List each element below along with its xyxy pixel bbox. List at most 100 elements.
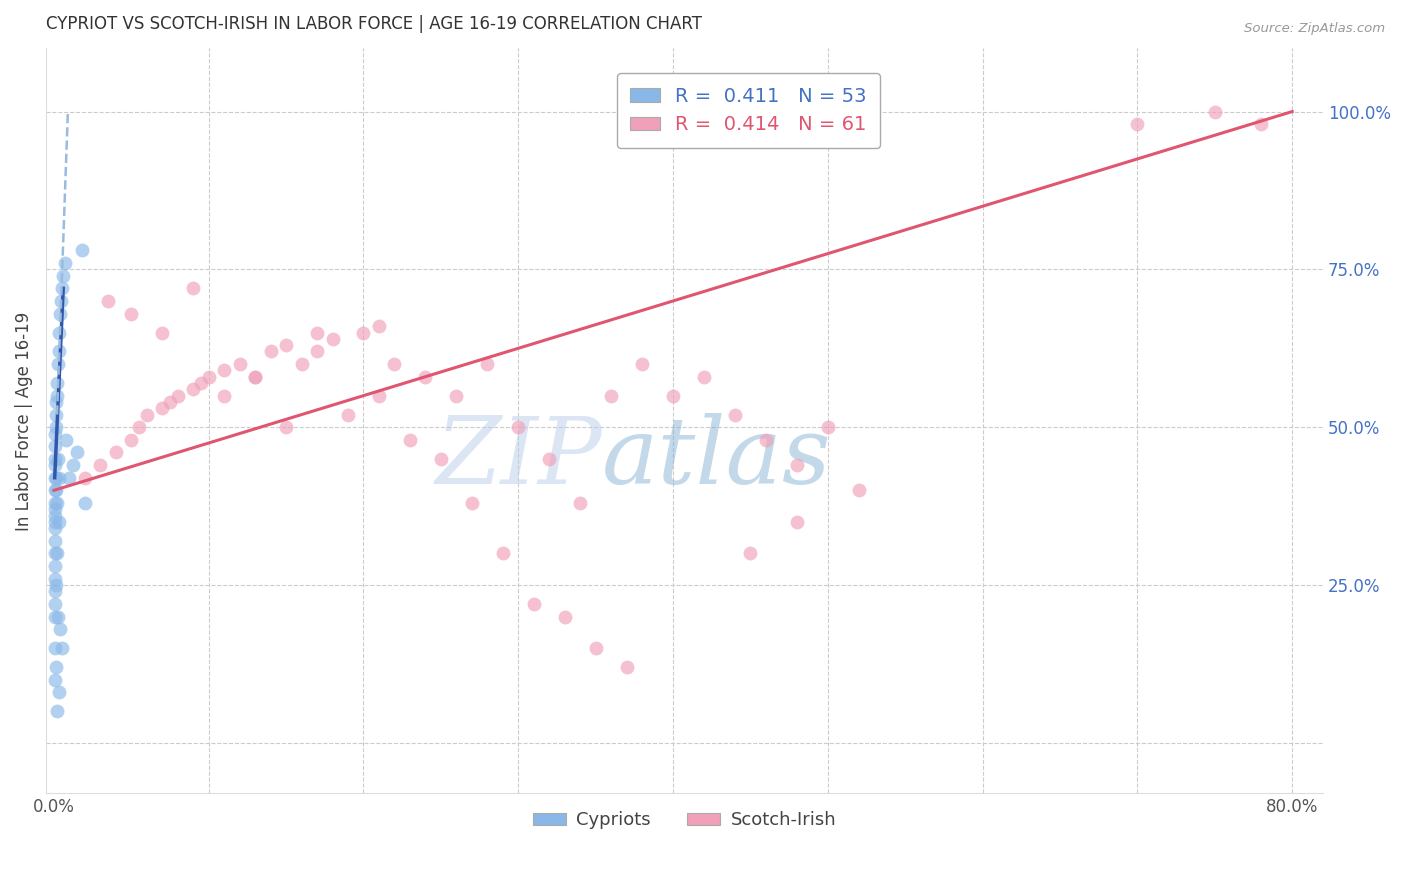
Point [446,389,468,403]
Point [181,382,204,396]
Point [46,451,69,466]
Point [508,420,530,434]
Point [724,408,747,422]
Point [45,420,67,434]
Point [58,471,80,485]
Point [322,332,344,346]
Point [97,293,120,308]
Point [228,357,250,371]
Point [104,445,127,459]
Point [415,369,437,384]
Point [45,471,67,485]
Point [45,395,67,409]
Point [46,496,69,510]
Point [44,496,66,510]
Point [461,496,484,510]
Point [817,420,839,434]
Text: Source: ZipAtlas.com: Source: ZipAtlas.com [1244,22,1385,36]
Y-axis label: In Labor Force | Age 16-19: In Labor Force | Age 16-19 [15,311,32,531]
Point [740,546,762,560]
Point [46,704,69,718]
Point [44,572,66,586]
Point [45,578,67,592]
Point [848,483,870,498]
Point [120,433,142,447]
Point [631,357,654,371]
Text: CYPRIOT VS SCOTCH-IRISH IN LABOR FORCE | AGE 16-19 CORRELATION CHART: CYPRIOT VS SCOTCH-IRISH IN LABOR FORCE |… [46,15,702,33]
Point [1126,117,1149,131]
Point [197,369,219,384]
Point [166,389,188,403]
Point [44,439,66,453]
Point [49,293,72,308]
Point [662,389,685,403]
Point [48,515,70,529]
Point [477,357,499,371]
Point [44,508,66,523]
Point [44,584,66,599]
Point [48,344,70,359]
Point [181,281,204,295]
Point [73,496,96,510]
Point [44,533,66,548]
Point [49,307,72,321]
Point [44,515,66,529]
Point [55,433,77,447]
Point [353,326,375,340]
Point [212,363,235,377]
Text: ZIP: ZIP [434,413,602,503]
Point [44,502,66,516]
Point [44,559,66,574]
Point [44,641,66,656]
Point [73,471,96,485]
Point [46,609,69,624]
Point [616,660,638,674]
Point [569,496,592,510]
Point [430,451,453,466]
Point [600,389,623,403]
Point [150,326,173,340]
Point [45,660,67,674]
Point [337,408,360,422]
Point [44,609,66,624]
Point [399,433,422,447]
Point [693,369,716,384]
Point [786,458,808,472]
Point [523,597,546,611]
Point [49,622,72,636]
Point [755,433,778,447]
Point [66,445,89,459]
Point [492,546,515,560]
Point [585,641,607,656]
Point [52,268,75,283]
Point [1250,117,1272,131]
Point [1204,104,1226,119]
Point [46,546,69,560]
Point [368,319,391,334]
Point [51,641,73,656]
Point [212,389,235,403]
Point [159,395,181,409]
Legend: Cypriots, Scotch-Irish: Cypriots, Scotch-Irish [526,804,844,837]
Text: atlas: atlas [602,413,831,503]
Point [62,458,84,472]
Point [128,420,150,434]
Point [120,307,142,321]
Point [135,408,157,422]
Point [274,420,297,434]
Point [384,357,406,371]
Point [44,521,66,535]
Point [307,344,329,359]
Point [44,483,66,498]
Point [46,389,69,403]
Point [786,515,808,529]
Point [243,369,266,384]
Point [368,389,391,403]
Point [48,685,70,699]
Point [259,344,281,359]
Point [45,483,67,498]
Point [554,609,576,624]
Point [538,451,561,466]
Point [290,357,312,371]
Point [44,426,66,441]
